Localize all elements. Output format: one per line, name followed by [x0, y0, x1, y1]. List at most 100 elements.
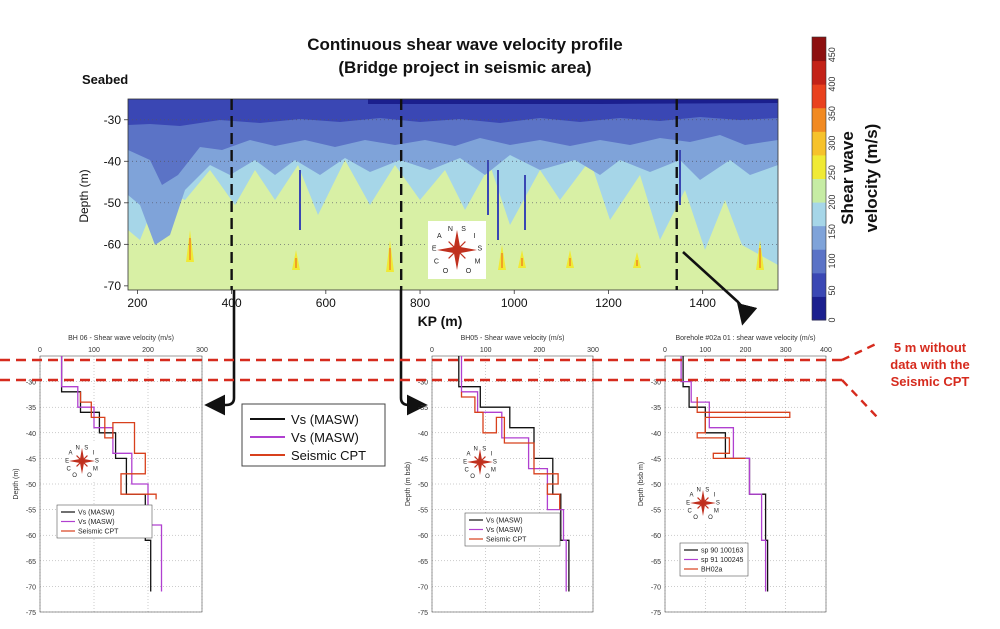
colorbar-swatch [812, 84, 826, 109]
no-data-bottom-lead [841, 379, 879, 419]
colorbar-swatch [812, 131, 826, 156]
profile-title: BH 06 - Shear wave velocity (m/s) [68, 335, 174, 342]
compass-letter: M [714, 509, 719, 515]
compass-letter: N [697, 488, 701, 494]
profile-title: BH05 - Shear wave velocity (m/s) [461, 335, 565, 342]
colorbar-label-line1: Shear wave [838, 131, 857, 225]
colorbar-swatch [812, 107, 826, 132]
profile-ytick-label: -45 [651, 456, 661, 463]
profile-ytick-label: -75 [418, 610, 428, 617]
profile-xtick-label: 200 [533, 347, 545, 354]
colorbar-swatch [812, 249, 826, 274]
profile-series-line [460, 391, 561, 510]
compass-arm [453, 230, 461, 250]
colorbar-swatch [812, 202, 826, 227]
colorbar-tick-label: 150 [827, 224, 837, 239]
profile-ytick-label: -70 [26, 584, 36, 591]
profile-xtick-label: 300 [196, 347, 208, 354]
profile-ytick-label: -60 [26, 533, 36, 540]
compass-arm [703, 500, 716, 506]
compass-arm [79, 448, 85, 461]
compass-letter: E [686, 500, 690, 506]
colorbar-tick-label: 250 [827, 165, 837, 180]
compass-diagonal [81, 460, 88, 467]
compass-letter: S [84, 446, 88, 452]
shared-legend-label-masw1: Vs (MASW) [291, 412, 359, 427]
compass-diagonal [479, 461, 486, 468]
compass-diagonal [702, 497, 709, 504]
profile-ytick-label: -40 [651, 431, 661, 438]
profile-panels: 0 100 200 300 -30 -35 -40 -45 -50 -55 -60 -65 -70 -75… [13, 335, 832, 617]
colorbar-tick-label: 450 [827, 47, 837, 62]
heatmap-panel: 200 400 600 800 1000 1200 1400 -30 -40 -50 -60 -70 [104, 98, 779, 310]
profile-legend-label: Seismic CPT [486, 537, 527, 544]
profile-legend-label: Vs (MASW) [78, 519, 115, 526]
seabed-label: Seabed [82, 72, 128, 87]
profile-ytick-label: -35 [651, 405, 661, 412]
profile-ytick-label: -75 [651, 610, 661, 617]
compass-letter: O [693, 515, 698, 521]
shared-legend-label-cpt: Seismic CPT [291, 448, 366, 463]
profile-legend-label: Seismic CPT [78, 529, 119, 536]
colorbar-swatch [812, 272, 826, 297]
profile-ytick-label: -45 [26, 456, 36, 463]
compass-letter: O [485, 474, 490, 480]
compass-letter: S [482, 447, 486, 453]
profile-series-line [460, 356, 567, 592]
title-line2: (Bridge project in seismic area) [338, 58, 591, 77]
compass-arm [477, 449, 483, 462]
compass-letter: O [708, 515, 713, 521]
heatmap-ytick-label: -30 [104, 113, 122, 127]
heatmap-ytick-label: -50 [104, 196, 122, 210]
arrow-bh06 [204, 290, 236, 416]
compass-letter: I [93, 450, 95, 456]
colorbar-swatch [812, 296, 826, 321]
profile-xtick-label: 0 [38, 347, 42, 354]
compass-diagonal [448, 241, 458, 251]
compass-arm [79, 461, 85, 474]
compass-diagonal [456, 241, 466, 251]
profile-ytick-label: -35 [26, 405, 36, 412]
profile-series-line [680, 356, 767, 592]
heatmap-frame [127, 98, 779, 291]
compass-letter: O [72, 473, 77, 479]
profile-ytick-label: -30 [26, 380, 36, 387]
compass-letter: O [443, 268, 449, 275]
compass-letter: S [478, 245, 483, 252]
profile-series-line [79, 391, 157, 500]
colorbar-tick-label: 350 [827, 106, 837, 121]
profile-panel: 0 100 200 300 -30 -35 -40 -45 -50 -55 -60 -65 -70 -75… [13, 335, 208, 617]
profile-panel: 0 100 200 300 -30 -35 -40 -45 -50 -55 -60 -65 -70 -75… [405, 335, 599, 617]
compass-arm [457, 246, 477, 254]
profile-legend-label: BH02a [701, 567, 723, 574]
compass-letter: M [93, 467, 98, 473]
profile-ytick-label: -65 [26, 559, 36, 566]
no-data-band: 5 m without data with the Seismic CPT [0, 340, 970, 419]
colorbar-tick-label: 300 [827, 136, 837, 151]
profile-legend-label: Vs (MASW) [486, 518, 523, 525]
colorbar-swatch [812, 225, 826, 250]
compass-diagonal [697, 502, 704, 509]
profile-ytick-label: -65 [418, 559, 428, 566]
compass-arm [82, 458, 95, 464]
profile-ytick-label: -60 [418, 533, 428, 540]
compass-letter: C [687, 509, 692, 515]
heatmap-xtick-label: 1200 [595, 296, 622, 310]
compass-letter: S [95, 458, 99, 464]
compass-letter: N [474, 447, 478, 453]
compass-arm [437, 246, 457, 254]
colorbar-tick-label: 50 [827, 286, 837, 296]
compass-arm [690, 500, 703, 506]
shared-legend-label-masw2: Vs (MASW) [291, 430, 359, 445]
heatmap-ytick-label: -40 [104, 154, 122, 168]
compass-letter: S [705, 488, 709, 494]
profile-xtick-label: 100 [88, 347, 100, 354]
profile-xtick-label: 100 [699, 347, 711, 354]
colorbar: 0 50 100 150 200 250 300 350 400 450 [811, 36, 837, 323]
profile-xtick-label: 100 [480, 347, 492, 354]
compass-diagonal [474, 456, 481, 463]
compass-letter: C [66, 467, 71, 473]
compass-diagonal [76, 455, 83, 462]
profile-ytick-label: -75 [26, 610, 36, 617]
